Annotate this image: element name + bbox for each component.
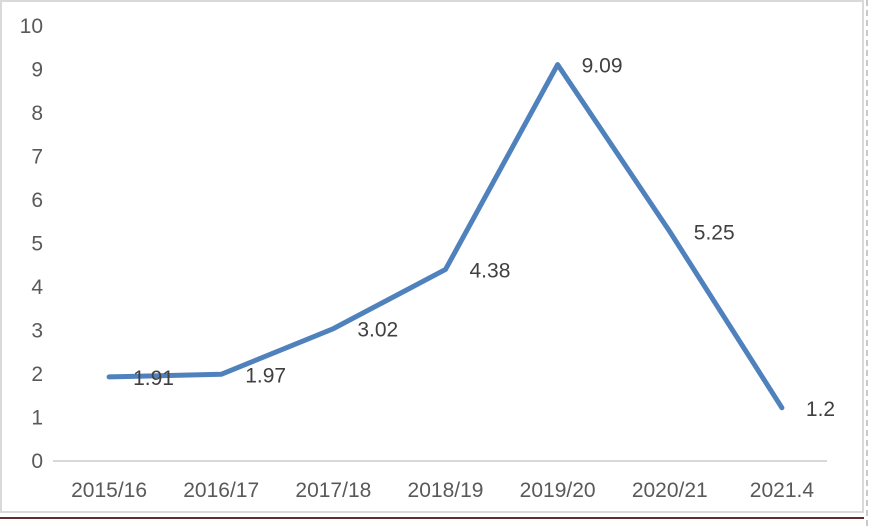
data-point-label[interactable]: 3.02 [357, 319, 398, 342]
y-axis-tick-label[interactable]: 3 [31, 320, 43, 343]
x-axis-category-label[interactable]: 2017/18 [295, 479, 371, 502]
data-point-label[interactable]: 5.25 [694, 222, 735, 245]
y-axis-tick-label[interactable]: 2 [31, 363, 43, 386]
x-axis-category-label[interactable]: 2018/19 [408, 479, 484, 502]
y-axis-tick-label[interactable]: 10 [20, 15, 43, 38]
x-axis-category-label[interactable]: 2021.4 [750, 479, 815, 502]
y-axis-tick-label[interactable]: 5 [31, 233, 43, 256]
y-axis-tick-label[interactable]: 7 [31, 146, 43, 169]
x-axis-category-label[interactable]: 2015/16 [71, 479, 147, 502]
data-series-line[interactable] [106, 62, 785, 411]
y-axis-tick-label[interactable]: 8 [31, 102, 43, 125]
y-axis-tick-label[interactable]: 1 [31, 407, 43, 430]
data-point-label[interactable]: 4.38 [470, 259, 511, 282]
data-point-label[interactable]: 1.2 [806, 398, 835, 421]
x-axis-category-label[interactable]: 2019/20 [520, 479, 596, 502]
y-axis-tick-label[interactable]: 9 [31, 59, 43, 82]
page-break-dashed-line [866, 0, 868, 526]
x-axis-category-label[interactable]: 2020/21 [632, 479, 708, 502]
red-cell-border-line [0, 517, 864, 519]
y-axis-tick-label[interactable]: 0 [31, 450, 43, 473]
y-axis-tick-label[interactable]: 4 [31, 276, 43, 299]
data-point-label[interactable]: 1.97 [245, 364, 286, 387]
chart-object-frame[interactable] [0, 0, 864, 513]
data-point-label[interactable]: 1.91 [133, 367, 174, 390]
y-axis-tick-label[interactable]: 6 [31, 189, 43, 212]
data-point-label[interactable]: 9.09 [582, 55, 623, 78]
x-axis-category-label[interactable]: 2016/17 [183, 479, 259, 502]
